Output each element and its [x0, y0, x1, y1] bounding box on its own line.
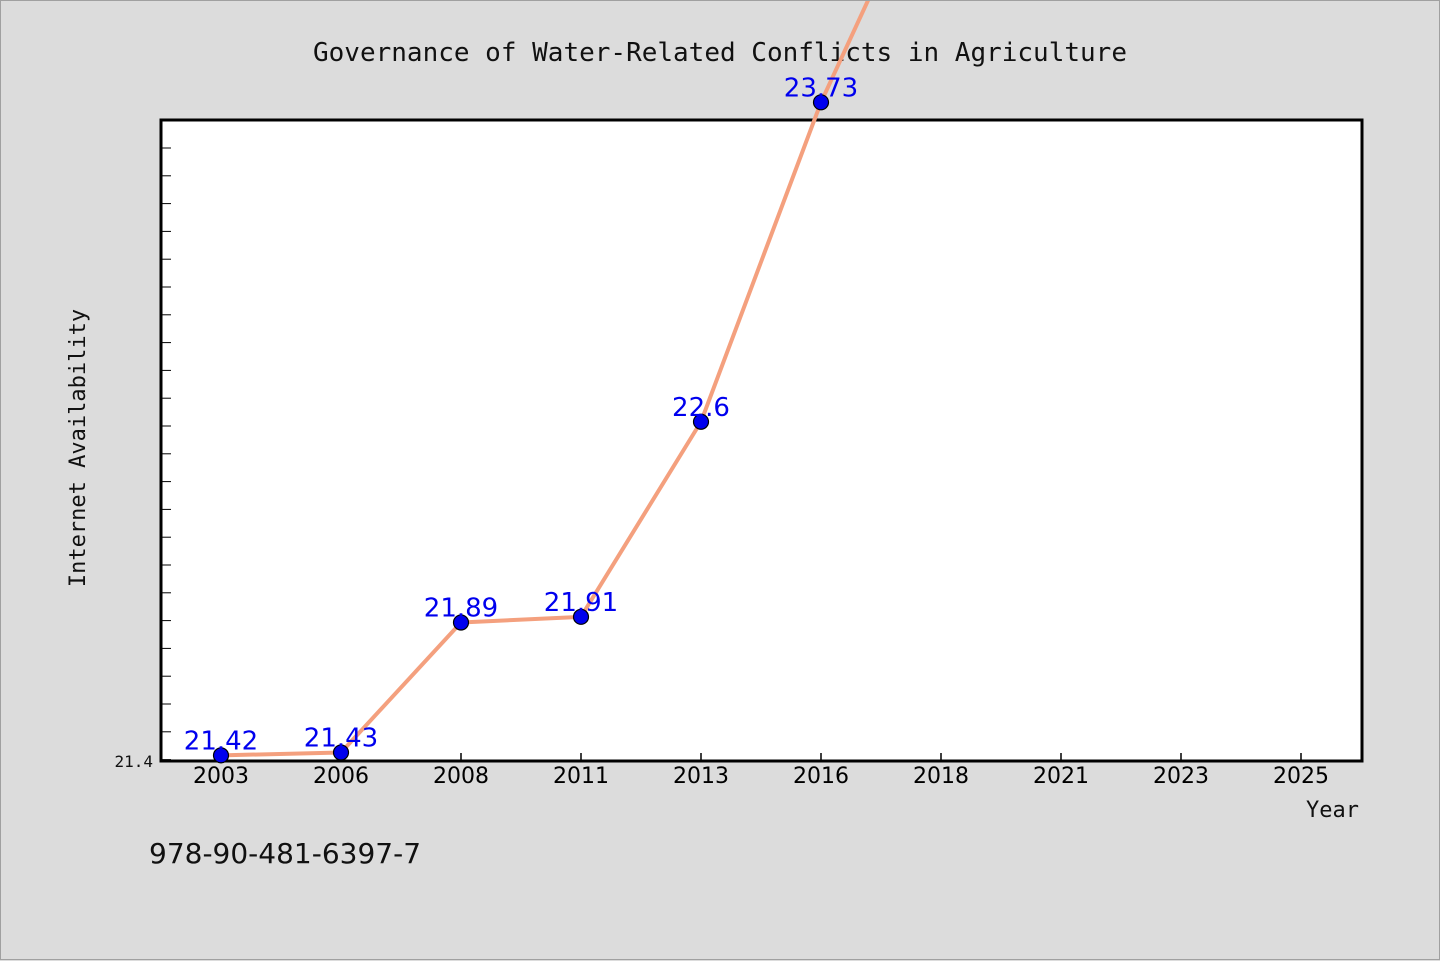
- data-label: 22.6: [672, 393, 730, 423]
- series-line: [219, 1, 870, 758]
- data-label: 21.89: [424, 593, 498, 623]
- data-point: [452, 614, 470, 631]
- data-point: [572, 608, 590, 625]
- x-tick-label: 2013: [673, 764, 729, 789]
- series-markers: [212, 94, 830, 764]
- series-line-group: [219, 1, 870, 758]
- x-tick-label: 2023: [1153, 764, 1209, 789]
- x-tick-label: 2006: [313, 764, 369, 789]
- x-tick-labels: 2003 2006 2008 2011 2013 2016 2018 2021 2023 2025: [193, 764, 1329, 789]
- y-tick-label: 21.4: [114, 752, 153, 771]
- x-tick-label: 2021: [1033, 764, 1089, 789]
- data-labels: 21.4221.4321.8921.9122.623.7324.6525.512…: [184, 73, 858, 756]
- data-label: 23.73: [784, 73, 858, 103]
- data-point: [212, 747, 230, 764]
- isbn-text: 978-90-481-6397-7: [149, 837, 421, 870]
- x-tick-label: 2025: [1273, 764, 1329, 789]
- data-point: [332, 744, 350, 761]
- x-tick-label: 2018: [913, 764, 969, 789]
- x-axis-title: Year: [1306, 798, 1359, 823]
- x-tick-label: 2016: [793, 764, 849, 789]
- x-tick-label: 2003: [193, 764, 249, 789]
- plot-area: [159, 118, 1364, 763]
- x-tick-label: 2011: [553, 764, 609, 789]
- data-point: [812, 94, 830, 111]
- y-axis-title: Internet Availability: [66, 309, 91, 587]
- chart-title: Governance of Water-Related Conflicts in…: [313, 38, 1127, 68]
- data-label: 21.43: [304, 724, 378, 754]
- x-tick-label: 2008: [433, 764, 489, 789]
- data-label: 21.42: [184, 726, 258, 756]
- data-label: 21.91: [544, 588, 618, 618]
- y-axis-ticks: [161, 147, 171, 761]
- data-point: [692, 413, 710, 430]
